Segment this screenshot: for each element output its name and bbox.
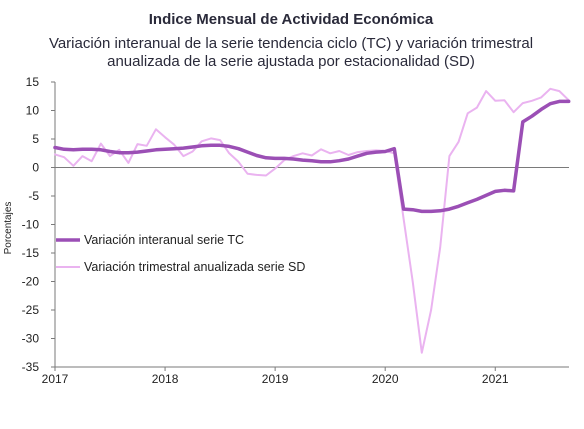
y-axis-label: Porcentajes [3, 202, 14, 255]
y-tick-label: -15 [22, 246, 40, 260]
x-tick-label: 2021 [482, 372, 509, 386]
x-tick-label: 2018 [152, 372, 179, 386]
y-tick-label: -20 [22, 275, 40, 289]
y-tick-label: 0 [32, 161, 39, 175]
legend-label-1: Variación interanual serie TC [84, 233, 244, 247]
y-tick-label: -35 [22, 360, 40, 374]
y-tick-label: -5 [28, 189, 39, 203]
chart-subtitle-line-2: anualizada de la serie ajustada por esta… [107, 53, 475, 70]
legend: Variación interanual serie TC Variación t… [56, 233, 305, 274]
legend-label-2: Variación trimestral anualizada serie SD [84, 260, 305, 274]
y-tick-label: -10 [22, 218, 40, 232]
y-tick-label: -25 [22, 303, 40, 317]
chart-title: Indice Mensual de Actividad Económica [149, 11, 434, 28]
x-tick-label: 2017 [42, 372, 69, 386]
x-tick-label: 2019 [262, 372, 289, 386]
y-tick-label: 10 [26, 104, 40, 118]
chart-subtitle-line-1: Variación interanual de la serie tendenc… [49, 35, 533, 52]
series-line-1 [53, 99, 571, 214]
y-tick-label: -30 [22, 332, 40, 346]
y-tick-label: 15 [26, 75, 40, 89]
x-tick-label: 2020 [372, 372, 399, 386]
y-tick-label: 5 [32, 132, 39, 146]
series-line-2 [54, 87, 570, 354]
series-lines [53, 87, 571, 354]
